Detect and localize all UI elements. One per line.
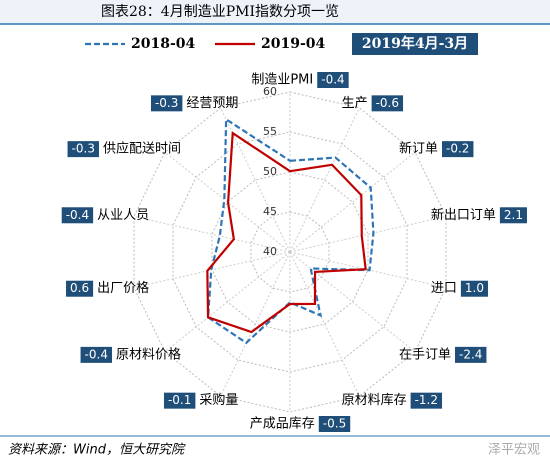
- annotation-box: [442, 141, 474, 158]
- annotation-label: -1.2: [415, 393, 438, 407]
- spoke: [289, 251, 360, 397]
- radar-line: [206, 117, 375, 345]
- annotation-label: -0.6: [376, 96, 399, 110]
- annotation-label: -0.4: [321, 73, 344, 87]
- title-bar: [0, 0, 550, 24]
- annotation-label: -0.3: [72, 142, 95, 156]
- category-label: 进口: [431, 281, 457, 296]
- category-label: 出厂价格: [97, 280, 149, 296]
- annotation-box: [163, 392, 196, 409]
- annotation-box: [410, 392, 443, 409]
- spoke: [289, 215, 447, 253]
- annotation-box: [460, 280, 488, 297]
- spoke: [220, 107, 291, 253]
- annotation-label: -0.4: [66, 208, 89, 222]
- annotation-box: [67, 141, 99, 158]
- r-tick-label: 55: [263, 125, 277, 138]
- annotation-box: [61, 207, 94, 224]
- category-label: 新订单: [399, 141, 438, 157]
- annotation-box: [80, 346, 112, 363]
- r-tick-label: 50: [263, 165, 277, 178]
- legend-annotation: 2019年4月-3月: [362, 35, 468, 52]
- legend-box: [352, 33, 478, 55]
- annotation-box: [455, 346, 487, 363]
- annotation-label: -2.4: [459, 347, 482, 361]
- category-label: 在手订单: [399, 347, 451, 362]
- annotation-label: -0.5: [323, 417, 346, 431]
- source: 资料来源：Wind，恒大研究院: [8, 442, 186, 458]
- annotation-label: 0.6: [70, 281, 89, 295]
- category-label: 生产: [342, 96, 368, 111]
- spoke: [289, 151, 416, 253]
- annotation-label: -0.4: [85, 347, 108, 361]
- category-label: 原材料库存: [342, 392, 407, 408]
- spoke: [133, 215, 291, 253]
- annotation-label: -0.1: [168, 393, 191, 407]
- r-tick-label: 45: [263, 205, 277, 218]
- category-label: 新出口订单: [431, 207, 496, 223]
- spoke: [164, 151, 291, 253]
- category-label: 采购量: [199, 392, 238, 408]
- annotation-label: 1.0: [465, 281, 484, 295]
- category-label: 供应配送时间: [103, 141, 181, 157]
- spoke: [289, 251, 416, 353]
- r-tick-label: 40: [263, 245, 277, 258]
- category-label: 经营预期: [186, 96, 238, 111]
- annotation-label: -0.3: [155, 96, 178, 110]
- annotation-box: [66, 280, 94, 297]
- watermark: 泽平宏观: [488, 443, 540, 458]
- category-label: 产成品库存: [250, 416, 315, 432]
- spoke: [220, 251, 291, 397]
- chart-title: 图表28：4月制造业PMI指数分项一览: [101, 4, 339, 20]
- category-label: 原材料价格: [116, 346, 181, 362]
- annotation-box: [318, 416, 351, 432]
- category-label: 从业人员: [97, 208, 149, 223]
- legend-label: 2019-04: [261, 36, 326, 52]
- spoke: [164, 251, 291, 353]
- spoke: [289, 107, 360, 253]
- annotation-box: [150, 95, 183, 112]
- annotation-label: -0.2: [446, 142, 469, 156]
- legend-label: 2018-04: [131, 36, 196, 52]
- annotation-box: [371, 95, 404, 112]
- radar-line: [206, 131, 367, 334]
- category-label: 制造业PMI: [251, 73, 313, 88]
- annotation-box: [499, 207, 527, 224]
- annotation-label: 2.1: [504, 208, 523, 222]
- annotation-box: [317, 72, 349, 88]
- r-tick-label: 60: [263, 85, 277, 98]
